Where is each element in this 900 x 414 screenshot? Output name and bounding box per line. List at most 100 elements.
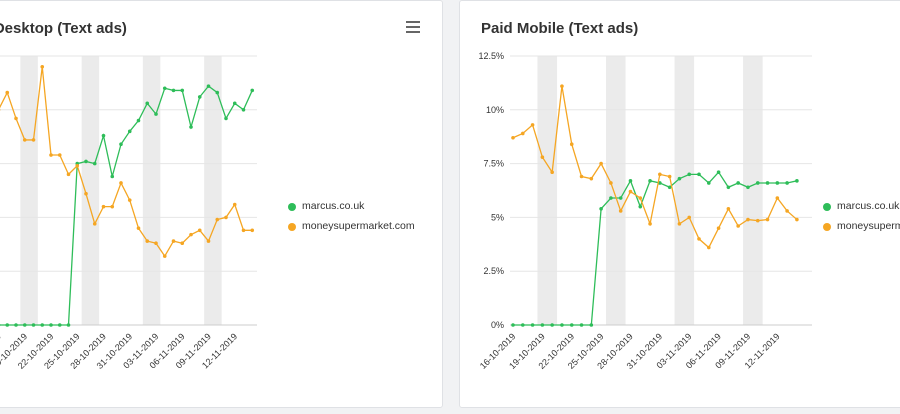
weekend-band bbox=[743, 56, 763, 325]
y-tick-label: 0% bbox=[491, 320, 504, 330]
data-point bbox=[560, 84, 564, 88]
data-point bbox=[785, 181, 789, 185]
data-point bbox=[31, 138, 36, 142]
data-point bbox=[795, 179, 799, 183]
data-point bbox=[609, 196, 613, 200]
data-point bbox=[520, 131, 525, 136]
data-point bbox=[206, 84, 211, 88]
data-point bbox=[224, 215, 228, 220]
data-point bbox=[609, 181, 613, 185]
hamburger-menu-icon[interactable] bbox=[406, 21, 420, 33]
y-tick-label: 7.5% bbox=[483, 159, 504, 169]
data-point bbox=[232, 202, 237, 207]
data-point bbox=[540, 323, 545, 327]
data-point bbox=[550, 323, 554, 327]
y-tick-label: 5% bbox=[491, 212, 504, 222]
data-point bbox=[765, 217, 770, 222]
data-point bbox=[241, 228, 246, 233]
data-point bbox=[145, 239, 150, 243]
data-point bbox=[775, 181, 780, 185]
data-point bbox=[215, 217, 220, 222]
line-chart-mobile: 0%2.5%5%7.5%10%12.5%16-10-201919-10-2019… bbox=[478, 51, 812, 371]
data-point bbox=[154, 241, 158, 246]
legend-dot-icon bbox=[823, 203, 831, 211]
data-point bbox=[765, 181, 770, 185]
data-point bbox=[66, 172, 71, 177]
data-point bbox=[145, 101, 150, 106]
data-point bbox=[638, 196, 643, 200]
data-point bbox=[648, 179, 652, 183]
data-point bbox=[707, 245, 711, 250]
data-point bbox=[569, 142, 574, 147]
data-point bbox=[224, 116, 228, 121]
data-point bbox=[726, 185, 731, 190]
data-point bbox=[726, 206, 731, 211]
data-point bbox=[618, 209, 623, 213]
data-point bbox=[154, 112, 158, 116]
data-point bbox=[136, 118, 141, 123]
data-point bbox=[520, 323, 525, 327]
data-point bbox=[84, 191, 88, 196]
data-point bbox=[677, 222, 682, 226]
legend-dot-icon bbox=[288, 203, 296, 211]
chart-title: Paid Desktop (Text ads) bbox=[0, 20, 127, 37]
data-point bbox=[232, 101, 237, 106]
weekend-band bbox=[142, 56, 161, 325]
data-point bbox=[162, 254, 167, 258]
data-point bbox=[560, 323, 564, 327]
data-point bbox=[511, 135, 515, 140]
data-point bbox=[206, 239, 211, 243]
data-point bbox=[171, 239, 176, 243]
data-point bbox=[75, 163, 80, 168]
data-point bbox=[579, 174, 584, 179]
data-point bbox=[618, 196, 623, 200]
data-point bbox=[49, 323, 53, 327]
line-chart-desktop: 16-10-201919-10-201922-10-201925-10-2019… bbox=[0, 55, 257, 371]
data-point bbox=[127, 198, 132, 202]
data-point bbox=[101, 204, 106, 209]
weekend-band bbox=[606, 56, 626, 325]
data-point bbox=[599, 206, 603, 211]
data-point bbox=[197, 95, 202, 99]
data-point bbox=[628, 189, 633, 194]
data-point bbox=[171, 88, 176, 93]
data-point bbox=[101, 133, 106, 138]
data-point bbox=[648, 222, 652, 226]
data-point bbox=[22, 138, 27, 142]
weekend-band bbox=[81, 56, 100, 325]
data-point bbox=[162, 86, 167, 91]
data-point bbox=[14, 323, 18, 327]
chart-title: Paid Mobile (Text ads) bbox=[481, 20, 639, 37]
data-point bbox=[5, 323, 10, 327]
data-point bbox=[707, 181, 711, 185]
data-point bbox=[736, 224, 740, 228]
data-point bbox=[84, 159, 88, 164]
data-point bbox=[40, 323, 45, 327]
data-point bbox=[119, 142, 123, 147]
data-point bbox=[589, 176, 594, 181]
data-point bbox=[22, 323, 27, 327]
data-point bbox=[667, 174, 672, 179]
data-point bbox=[136, 226, 141, 230]
weekend-band bbox=[20, 56, 38, 325]
data-point bbox=[197, 228, 202, 233]
legend-dot-icon bbox=[823, 223, 831, 231]
data-point bbox=[658, 172, 662, 177]
weekend-band bbox=[537, 56, 558, 325]
data-point bbox=[579, 323, 584, 327]
data-point bbox=[697, 172, 701, 177]
data-point bbox=[775, 196, 780, 200]
data-point bbox=[180, 241, 185, 246]
data-point bbox=[66, 323, 71, 327]
data-point bbox=[755, 218, 760, 223]
data-point bbox=[540, 155, 545, 159]
data-point bbox=[589, 323, 594, 327]
data-point bbox=[92, 161, 97, 166]
data-point bbox=[628, 179, 633, 183]
data-point bbox=[746, 217, 750, 222]
data-point bbox=[110, 174, 115, 179]
data-point bbox=[736, 181, 740, 185]
data-point bbox=[550, 170, 554, 175]
data-point bbox=[599, 161, 603, 166]
data-point bbox=[511, 323, 515, 327]
